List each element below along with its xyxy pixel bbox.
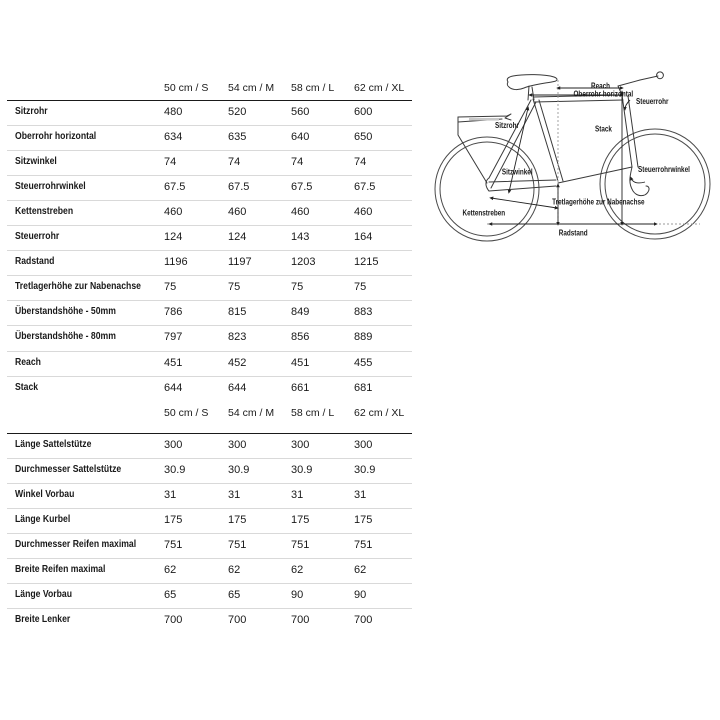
svg-text:Steuerrohrwinkel: Steuerrohrwinkel (638, 164, 690, 174)
svg-text:Sitzrohr: Sitzrohr (495, 120, 519, 130)
svg-text:Tretlagerhöhe zur Nabenachse: Tretlagerhöhe zur Nabenachse (552, 196, 644, 206)
svg-text:Radstand: Radstand (559, 228, 588, 238)
svg-text:Sitzwinkel: Sitzwinkel (502, 167, 533, 177)
svg-text:Kettenstreben: Kettenstreben (463, 208, 506, 218)
svg-text:Stack: Stack (595, 123, 613, 133)
svg-text:Steuerrohr: Steuerrohr (636, 96, 669, 106)
svg-text:Oberrohr horizontal: Oberrohr horizontal (574, 88, 634, 98)
